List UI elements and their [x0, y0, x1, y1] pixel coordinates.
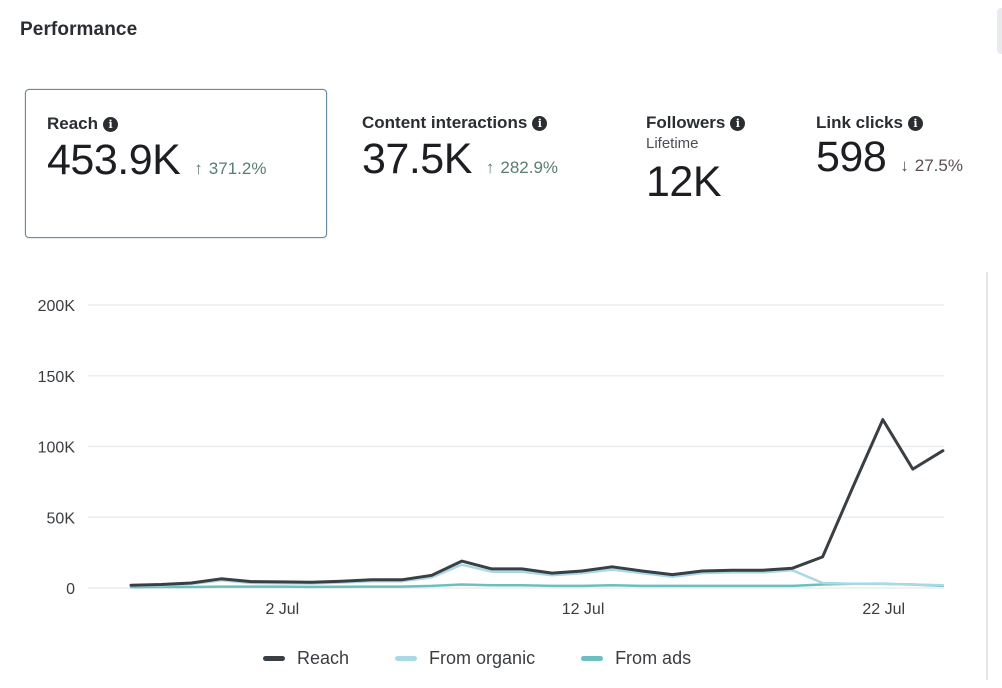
metric-value: 12K [646, 158, 722, 206]
legend-label: Reach [297, 648, 350, 668]
metric-label: Reach i [47, 114, 326, 134]
info-icon[interactable]: i [532, 115, 548, 131]
legend-swatch-organic [395, 656, 418, 661]
y-tick-label: 200K [38, 298, 76, 315]
info-icon[interactable]: i [907, 115, 923, 131]
metric-card-reach[interactable]: Reach i 453.9K ↑ 371.2% [25, 89, 327, 238]
reach-line-chart: 0 50K 100K 150K 200K 2 Jul 12 Jul 22 Jul [38, 298, 945, 618]
metric-label-text: Content interactions [362, 113, 528, 132]
metric-change-value: 27.5% [914, 156, 963, 175]
metric-value: 37.5K [362, 135, 472, 183]
y-tick-label: 50K [47, 510, 76, 527]
x-tick-label: 22 Jul [862, 601, 905, 618]
info-icon[interactable]: i [730, 115, 746, 131]
metric-label: Link clicks i [816, 113, 963, 133]
metric-card-followers[interactable]: Followers i Lifetime 12K [646, 113, 746, 207]
x-tick-label: 2 Jul [265, 601, 299, 618]
legend-item-reach[interactable]: Reach [263, 648, 349, 669]
metric-label: Content interactions i [362, 113, 558, 133]
arrow-down-icon: ↓ [900, 156, 909, 175]
legend-swatch-reach [263, 656, 285, 661]
legend-item-ads[interactable]: From ads [581, 648, 691, 669]
arrow-up-icon: ↑ [485, 158, 495, 177]
metric-label: Followers i [646, 113, 746, 133]
x-tick-label: 12 Jul [562, 601, 605, 618]
metric-label-text: Link clicks [816, 113, 903, 132]
metric-change: ↓ 27.5% [900, 156, 963, 176]
metric-sublabel: Lifetime [646, 135, 699, 152]
metric-label-text: Reach [47, 114, 99, 133]
series-line-reach [129, 418, 945, 587]
arrow-up-icon: ↑ [194, 159, 203, 178]
legend-item-organic[interactable]: From organic [395, 648, 535, 669]
legend-label: From organic [429, 648, 536, 668]
metric-change: ↑ 282.9% [486, 158, 558, 178]
y-tick-label: 100K [38, 440, 76, 457]
series-line-from-ads [129, 582, 945, 589]
legend-swatch-ads [581, 656, 604, 661]
y-tick-label: 150K [38, 369, 76, 386]
y-tick-label: 0 [66, 581, 75, 598]
metric-change-value: 371.2% [208, 159, 267, 178]
metric-value: 598 [816, 133, 887, 181]
info-icon[interactable]: i [103, 116, 119, 132]
metric-label-text: Followers [646, 113, 726, 132]
panel-edge-tab[interactable] [997, 8, 1002, 54]
metric-change-value: 282.9% [500, 158, 559, 177]
metric-value: 453.9K [47, 136, 181, 184]
metric-card-link-clicks[interactable]: Link clicks i 598 ↓ 27.5% [816, 113, 963, 182]
page-title: Performance [20, 19, 138, 40]
chart-legend: Reach From organic From ads [263, 648, 691, 669]
metric-card-content-interactions[interactable]: Content interactions i 37.5K ↑ 282.9% [362, 113, 558, 184]
legend-label: From ads [615, 648, 692, 668]
vertical-divider [986, 272, 988, 680]
metric-change: ↑ 371.2% [194, 159, 266, 179]
